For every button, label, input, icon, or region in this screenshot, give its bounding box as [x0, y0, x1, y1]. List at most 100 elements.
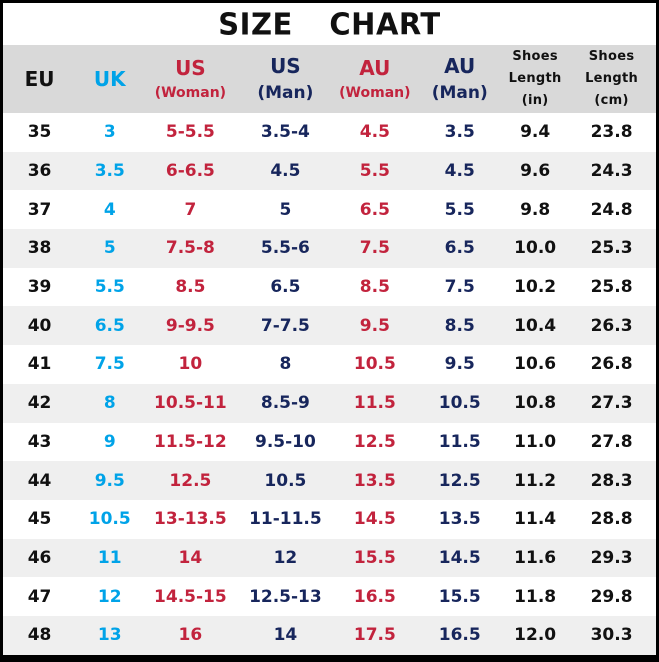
table-row: 40 6.5 9-9.5 7-7.5 9.5 8.5 10.4 26.3	[3, 306, 656, 346]
cell-us-woman: 7	[143, 190, 238, 230]
cell-au-woman: 14.5	[333, 499, 417, 539]
table-row: 42 8 10.5-11 8.5-9 11.5 10.5 10.8 27.3	[3, 383, 656, 423]
column-header-label: US	[270, 54, 301, 79]
table-body: 35 3 5-5.5 3.5-4 4.5 3.5 9.4 23.8 36 3.5 6-6.5 4.5 5…	[3, 113, 656, 655]
cell-length-cm: 24.3	[567, 151, 656, 191]
cell-length-cm: 26.8	[567, 345, 656, 384]
cell-length-in: 10.0	[503, 229, 568, 268]
cell-us-woman: 10.5-11	[143, 383, 238, 423]
cell-uk: 4	[76, 190, 144, 230]
table-header: EU UK US (Woman) US (Man) AU (Woman) AU (Man) Shoe…	[3, 45, 656, 113]
cell-eu: 35	[3, 113, 77, 152]
cell-us-man: 5.5-6	[237, 229, 334, 268]
cell-us-man: 10.5	[237, 461, 334, 500]
cell-eu: 48	[3, 615, 77, 655]
cell-au-man: 4.5	[416, 151, 504, 191]
cell-length-cm: 23.8	[567, 113, 656, 152]
cell-uk: 8	[76, 383, 144, 423]
cell-au-man: 6.5	[416, 229, 504, 268]
cell-au-woman: 9.5	[333, 306, 417, 346]
column-header-label: (Woman)	[339, 85, 411, 102]
cell-au-woman: 11.5	[333, 383, 417, 423]
cell-length-cm: 25.3	[567, 229, 656, 268]
cell-us-woman: 16	[143, 615, 238, 655]
title-band: SIZE CHART	[3, 3, 656, 45]
cell-length-in: 9.4	[503, 113, 568, 152]
cell-au-man: 13.5	[416, 499, 504, 539]
column-header-length-in: Shoes Length (in)	[503, 45, 568, 113]
cell-length-in: 11.6	[503, 538, 568, 578]
table-row: 38 5 7.5-8 5.5-6 7.5 6.5 10.0 25.3	[3, 229, 656, 268]
cell-uk: 11	[76, 538, 144, 578]
cell-length-cm: 25.8	[567, 267, 656, 307]
cell-uk: 13	[76, 615, 144, 655]
cell-au-man: 10.5	[416, 383, 504, 423]
column-header-label: (cm)	[594, 93, 629, 109]
cell-us-man: 6.5	[237, 267, 334, 307]
cell-au-man: 12.5	[416, 461, 504, 500]
cell-length-in: 10.6	[503, 345, 568, 384]
cell-au-woman: 16.5	[333, 577, 417, 616]
cell-uk: 6.5	[76, 306, 144, 346]
cell-eu: 39	[3, 267, 77, 307]
table-row: 45 10.5 13-13.5 11-11.5 14.5 13.5 11.4 28.8	[3, 499, 656, 539]
cell-length-in: 11.2	[503, 461, 568, 500]
cell-au-man: 5.5	[416, 190, 504, 230]
column-header-label: Shoes	[588, 48, 635, 64]
column-header-label: UK	[93, 66, 126, 91]
column-header-label: US	[175, 56, 206, 81]
column-header-au-man: AU (Man)	[416, 45, 504, 113]
table-row: 48 13 16 14 17.5 16.5 12.0 30.3	[3, 615, 656, 655]
cell-eu: 37	[3, 190, 77, 230]
cell-length-cm: 27.3	[567, 383, 656, 423]
cell-us-woman: 14	[143, 538, 238, 578]
column-header-us-man: US (Man)	[237, 45, 334, 113]
cell-us-man: 12	[237, 538, 334, 578]
cell-length-in: 10.8	[503, 383, 568, 423]
cell-uk: 12	[76, 577, 144, 616]
cell-us-woman: 6-6.5	[143, 151, 238, 191]
cell-us-man: 12.5-13	[237, 577, 334, 616]
cell-au-man: 14.5	[416, 538, 504, 578]
cell-eu: 42	[3, 383, 77, 423]
column-header-uk: UK	[76, 45, 144, 113]
column-header-label: Shoes	[512, 48, 558, 64]
table-row: 43 9 11.5-12 9.5-10 12.5 11.5 11.0 27.8	[3, 422, 656, 462]
cell-us-man: 9.5-10	[237, 422, 334, 462]
column-header-label: AU	[359, 56, 391, 81]
cell-au-woman: 5.5	[333, 151, 417, 191]
column-header-length-cm: Shoes Length (cm)	[567, 45, 656, 113]
column-header-label: (Woman)	[154, 85, 227, 102]
table-row: 37 4 7 5 6.5 5.5 9.8 24.8	[3, 190, 656, 230]
cell-us-woman: 13-13.5	[143, 499, 238, 539]
cell-uk: 3	[76, 113, 144, 152]
column-header-label: EU	[24, 66, 55, 91]
cell-length-cm: 28.3	[567, 461, 656, 500]
cell-uk: 9.5	[76, 461, 144, 500]
cell-us-woman: 11.5-12	[143, 422, 238, 462]
cell-length-cm: 28.8	[567, 499, 656, 539]
column-header-label: Length	[585, 70, 639, 86]
cell-us-woman: 10	[143, 345, 238, 384]
cell-length-in: 9.8	[503, 190, 568, 230]
cell-au-woman: 7.5	[333, 229, 417, 268]
column-header-label: (Man)	[257, 83, 314, 104]
cell-au-man: 7.5	[416, 267, 504, 307]
cell-length-in: 10.2	[503, 267, 568, 307]
cell-au-woman: 10.5	[333, 345, 417, 384]
cell-uk: 5	[76, 229, 144, 268]
header-row: EU UK US (Woman) US (Man) AU (Woman) AU (Man) Shoe…	[3, 45, 656, 113]
cell-eu: 40	[3, 306, 77, 346]
table-row: 46 11 14 12 15.5 14.5 11.6 29.3	[3, 538, 656, 578]
cell-eu: 43	[3, 422, 77, 462]
cell-us-woman: 12.5	[143, 461, 238, 500]
cell-au-woman: 13.5	[333, 461, 417, 500]
column-header-us-woman: US (Woman)	[143, 45, 238, 113]
cell-uk: 10.5	[76, 499, 144, 539]
cell-au-man: 15.5	[416, 577, 504, 616]
cell-au-woman: 4.5	[333, 113, 417, 152]
cell-length-cm: 30.3	[567, 615, 656, 655]
cell-length-cm: 24.8	[567, 190, 656, 230]
cell-us-man: 7-7.5	[237, 306, 334, 346]
column-header-eu: EU	[3, 45, 77, 113]
